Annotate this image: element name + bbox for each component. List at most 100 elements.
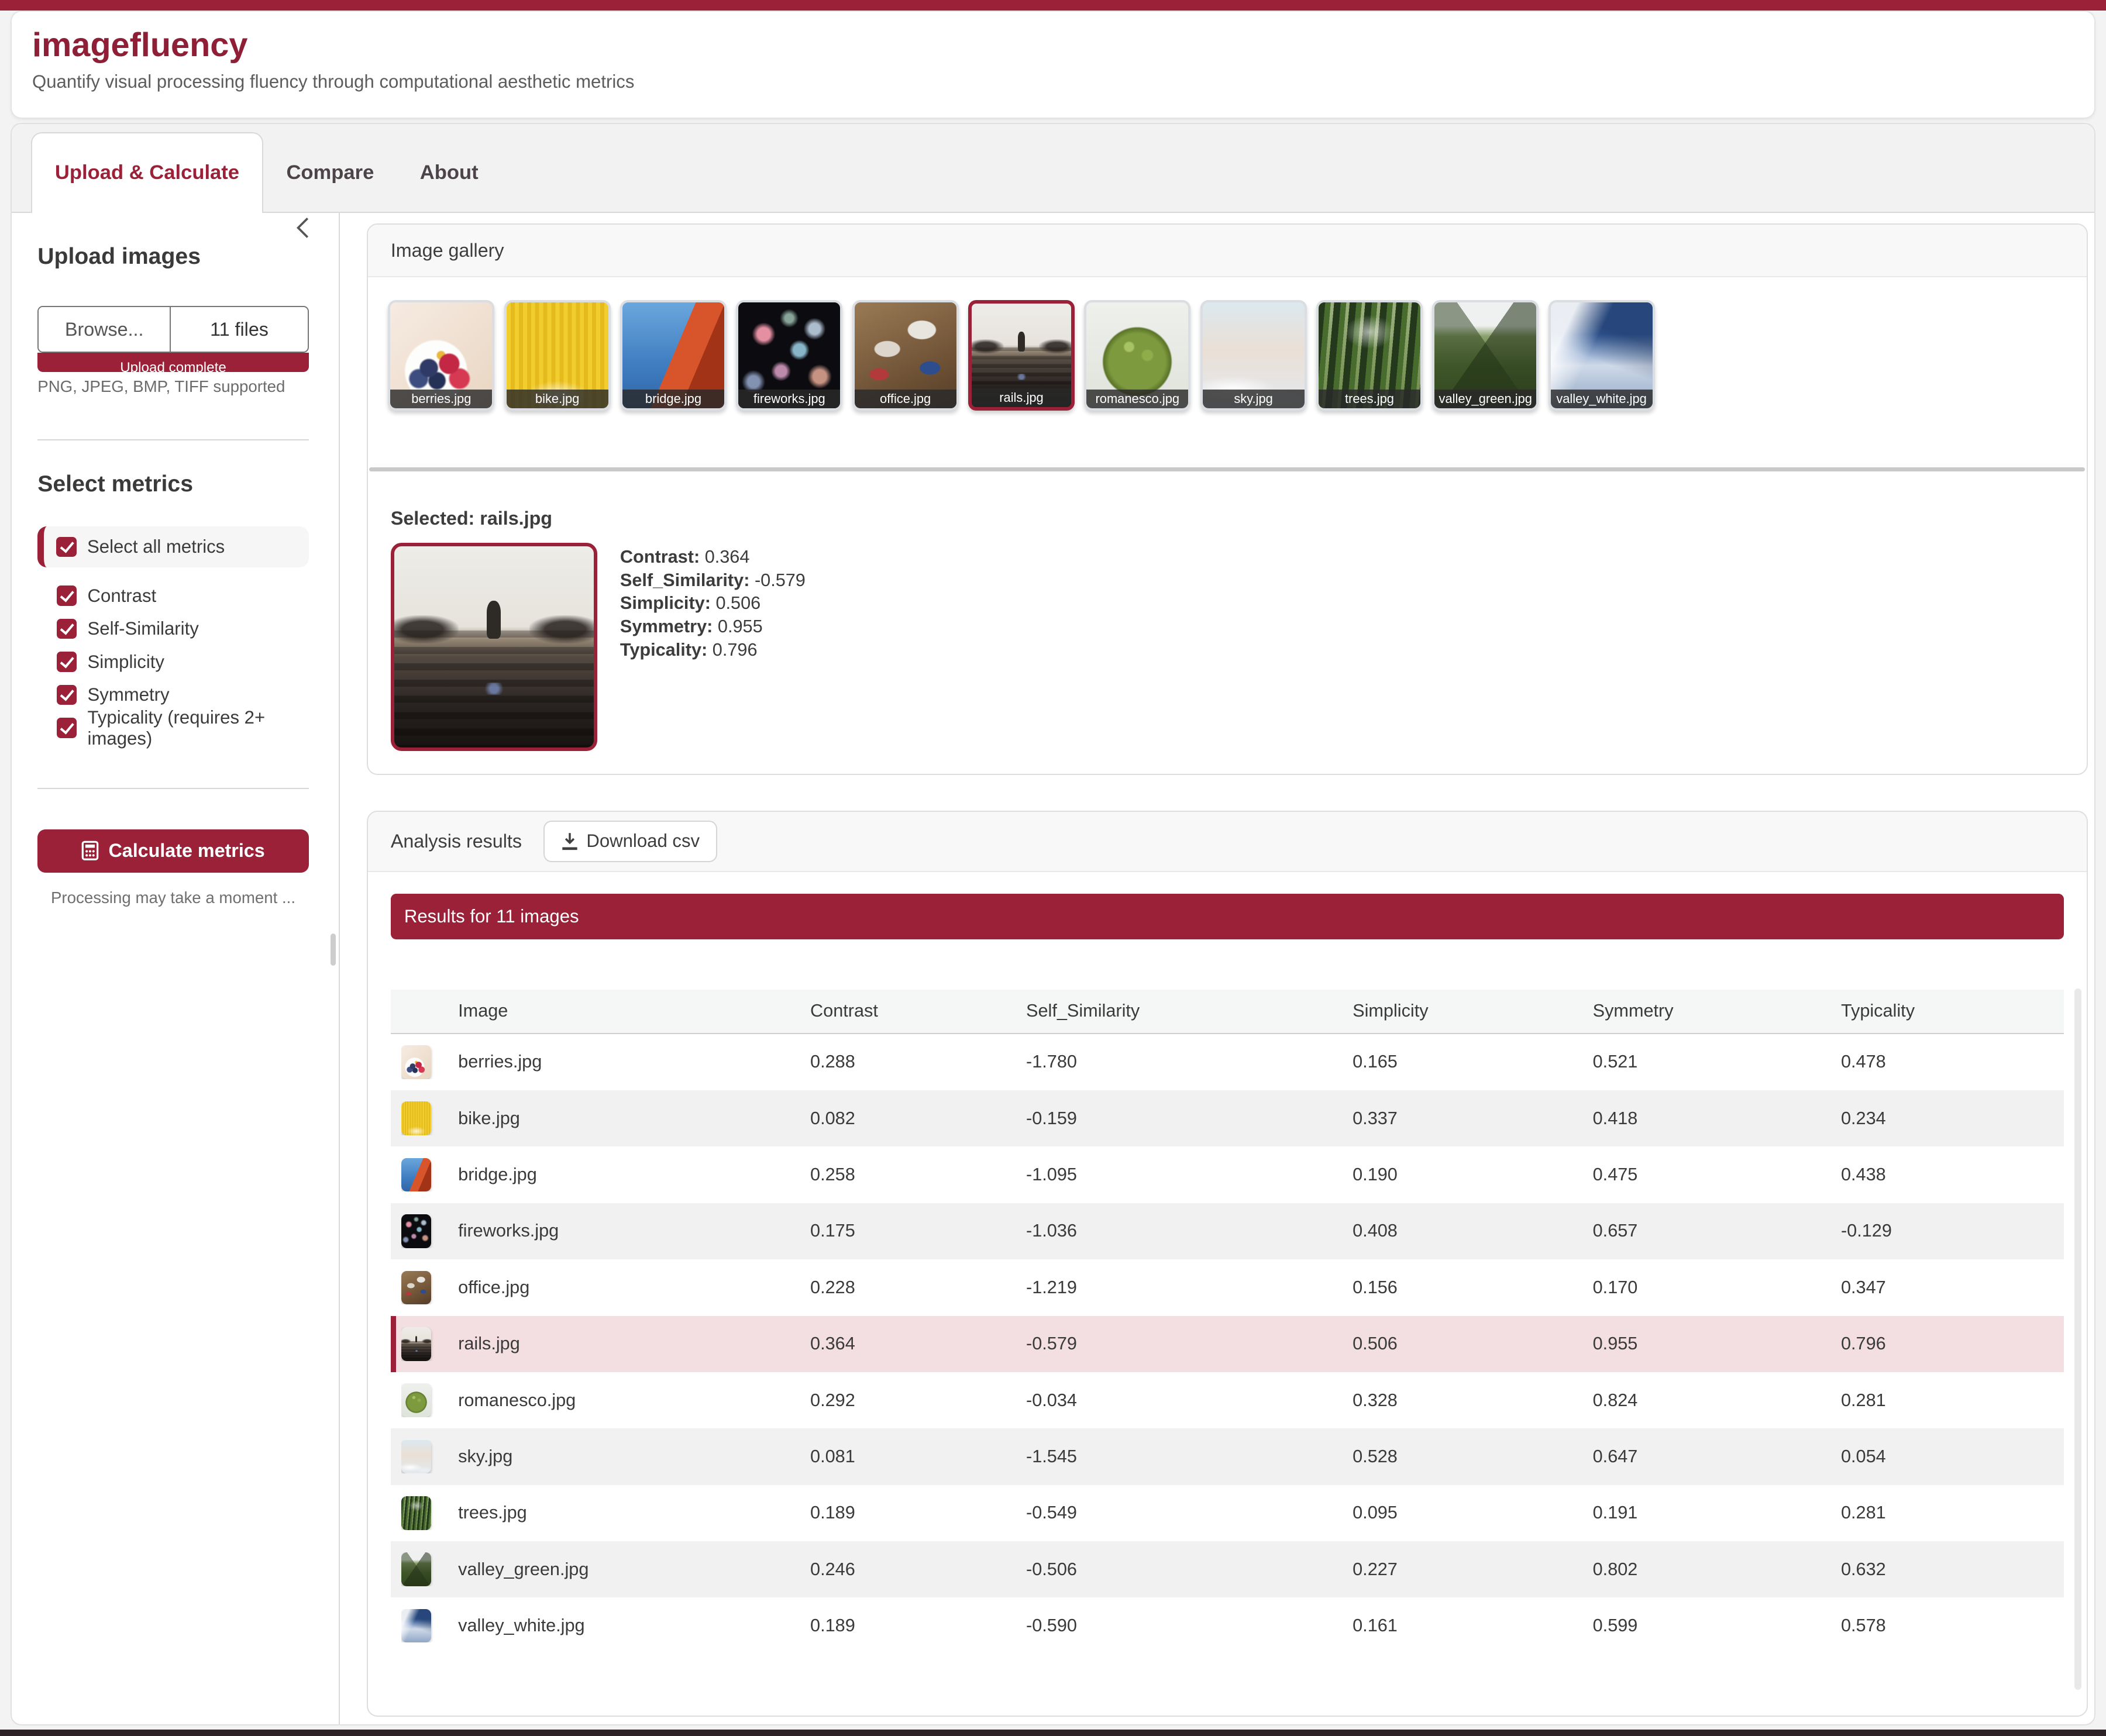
metric-label: Typicality (requires 2+ images)	[87, 707, 266, 749]
metric-checkbox-symmetry[interactable]: Symmetry	[37, 678, 309, 712]
result-row-office[interactable]: office.jpg 0.228 -1.219 0.156 0.170 0.347	[391, 1259, 2064, 1315]
thumb-filename: berries.jpg	[390, 390, 493, 409]
result-row-rails[interactable]: rails.jpg 0.364 -0.579 0.506 0.955 0.796	[390, 1315, 2064, 1372]
result-row-trees[interactable]: trees.jpg 0.189 -0.549 0.095 0.191 0.281	[391, 1485, 2064, 1541]
metric-label: Self-Similarity	[87, 618, 199, 639]
table-body: berries.jpg 0.288 -1.780 0.165 0.521 0.478 bik…	[390, 1034, 2064, 1654]
column-header-contrast: Contrast	[810, 1001, 878, 1021]
metric-checkbox-contrast[interactable]: Contrast	[37, 579, 309, 612]
result-row-fireworks[interactable]: fireworks.jpg 0.175 -1.036 0.408 0.657 -0.129	[390, 1203, 2064, 1260]
row-value: 0.292	[810, 1390, 855, 1410]
row-value: -1.545	[1026, 1446, 1077, 1466]
select-all-metrics-checkbox[interactable]: Select all metrics	[37, 526, 309, 567]
tab-upload-calculate[interactable]: Upload & Calculate	[30, 132, 264, 213]
row-thumb-fireworks	[401, 1214, 432, 1248]
row-value: 0.095	[1353, 1503, 1398, 1523]
row-value: 0.156	[1353, 1277, 1398, 1297]
result-row-bridge[interactable]: bridge.jpg 0.258 -1.095 0.190 0.475 0.438	[391, 1146, 2064, 1203]
gallery-scrollbar[interactable]	[369, 467, 2086, 472]
row-value: -0.549	[1026, 1503, 1077, 1523]
row-value: 0.347	[1840, 1277, 1886, 1297]
gallery-thumb-valley_green[interactable]: valley_green.jpg	[1432, 300, 1539, 411]
gallery-thumb-sky[interactable]: sky.jpg	[1200, 300, 1307, 411]
analysis-results-header: Analysis results Download csv	[367, 811, 2087, 873]
chevron-left-icon	[296, 217, 308, 238]
result-row-valley_green[interactable]: valley_green.jpg 0.246 -0.506 0.227 0.802 0.6…	[390, 1541, 2064, 1598]
gallery-thumb-romanesco[interactable]: romanesco.jpg	[1084, 300, 1191, 411]
result-row-valley_white[interactable]: valley_white.jpg 0.189 -0.590 0.161 0.599 0.5…	[391, 1597, 2064, 1654]
divider	[37, 787, 309, 789]
content-area: Upload images Browse... 11 files Upload …	[12, 213, 2094, 1724]
row-value: 0.657	[1592, 1221, 1638, 1241]
checkbox-checked-icon	[56, 536, 77, 557]
browse-button[interactable]: Browse...	[39, 307, 171, 352]
row-value: 0.364	[810, 1334, 855, 1354]
row-thumb-office	[401, 1270, 432, 1305]
row-filename: fireworks.jpg	[458, 1221, 559, 1241]
row-value: 0.418	[1592, 1108, 1638, 1128]
column-header-typicality: Typicality	[1840, 1001, 1915, 1021]
metric-checkbox-self-similarity[interactable]: Self-Similarity	[37, 612, 309, 646]
row-value: 0.190	[1353, 1165, 1398, 1185]
file-count-field[interactable]: 11 files	[210, 318, 269, 340]
analysis-results-title: Analysis results	[390, 830, 522, 852]
row-value: -0.129	[1840, 1221, 1892, 1241]
image-gallery-header: Image gallery	[367, 225, 2087, 278]
thumb-filename: romanesco.jpg	[1086, 390, 1189, 409]
row-thumb-bridge	[401, 1158, 432, 1192]
row-value: 0.170	[1592, 1277, 1638, 1297]
results-table: Image Contrast Self_Similarity Simplicity Sy…	[390, 989, 2064, 1654]
tab-compare[interactable]: Compare	[286, 161, 374, 184]
row-filename: trees.jpg	[458, 1503, 527, 1523]
image-gallery-card: Image gallery berries.jpg bike.jpg bridge.…	[366, 223, 2088, 776]
calculate-metrics-button[interactable]: Calculate metrics	[37, 829, 309, 873]
row-value: 0.408	[1353, 1221, 1398, 1241]
sidebar-scrollbar[interactable]	[330, 933, 336, 966]
table-scrollbar[interactable]	[2074, 988, 2081, 1690]
row-filename: romanesco.jpg	[458, 1390, 576, 1410]
selected-image-label: Selected: rails.jpg	[390, 508, 552, 529]
result-row-sky[interactable]: sky.jpg 0.081 -1.545 0.528 0.647 0.054	[390, 1428, 2064, 1485]
row-value: -0.579	[1026, 1334, 1077, 1354]
row-value: 0.632	[1840, 1559, 1886, 1579]
gallery-thumb-trees[interactable]: trees.jpg	[1316, 300, 1423, 411]
row-thumb-sky	[401, 1439, 432, 1474]
app-header: imagefluency Quantify visual processing …	[11, 11, 2095, 119]
row-thumb-rails	[401, 1327, 432, 1361]
results-banner: Results for 11 images	[390, 894, 2064, 940]
row-value: 0.189	[810, 1616, 855, 1636]
row-filename: bridge.jpg	[458, 1165, 537, 1185]
analysis-results-card: Analysis results Download csv Results fo…	[366, 810, 2088, 1717]
row-value: 0.227	[1353, 1559, 1398, 1579]
row-value: 0.081	[810, 1446, 855, 1466]
gallery-thumb-berries[interactable]: berries.jpg	[388, 300, 495, 411]
sidebar: Upload images Browse... 11 files Upload …	[12, 213, 340, 1724]
file-upload-group: Browse... 11 files	[37, 306, 309, 353]
result-row-romanesco[interactable]: romanesco.jpg 0.292 -0.034 0.328 0.824 0.281	[391, 1372, 2064, 1428]
metric-checkbox-typicality-requires-2-images[interactable]: Typicality (requires 2+ images)	[37, 707, 309, 749]
row-value: 0.796	[1840, 1334, 1886, 1354]
row-value: 0.161	[1353, 1616, 1398, 1636]
result-row-bike[interactable]: bike.jpg 0.082 -0.159 0.337 0.418 0.234	[390, 1090, 2064, 1147]
metric-checkbox-list: Contrast Self-Similarity Simplicity Symmetr…	[37, 579, 309, 749]
row-value: -1.219	[1026, 1277, 1077, 1297]
gallery-thumb-bridge[interactable]: bridge.jpg	[620, 300, 727, 411]
row-value: -0.034	[1026, 1390, 1077, 1410]
download-csv-button[interactable]: Download csv	[543, 820, 717, 863]
result-row-berries[interactable]: berries.jpg 0.288 -1.780 0.165 0.521 0.478	[391, 1034, 2064, 1090]
image-gallery-title: Image gallery	[390, 239, 504, 261]
gallery-thumb-bike[interactable]: bike.jpg	[504, 300, 611, 411]
gallery-thumb-office[interactable]: office.jpg	[852, 300, 959, 411]
metric-checkbox-simplicity[interactable]: Simplicity	[37, 645, 309, 678]
gallery-thumb-rails[interactable]: rails.jpg	[968, 300, 1075, 411]
row-value: 0.599	[1592, 1616, 1638, 1636]
gallery-thumb-fireworks[interactable]: fireworks.jpg	[736, 300, 843, 411]
upload-progress-label: Upload complete	[120, 360, 226, 376]
thumb-filename: trees.jpg	[1318, 390, 1421, 409]
thumb-filename: office.jpg	[854, 390, 956, 409]
row-filename: berries.jpg	[458, 1052, 542, 1072]
tab-about[interactable]: About	[419, 161, 479, 184]
gallery-thumb-valley_white[interactable]: valley_white.jpg	[1548, 300, 1655, 411]
sidebar-collapse-button[interactable]	[290, 216, 315, 240]
